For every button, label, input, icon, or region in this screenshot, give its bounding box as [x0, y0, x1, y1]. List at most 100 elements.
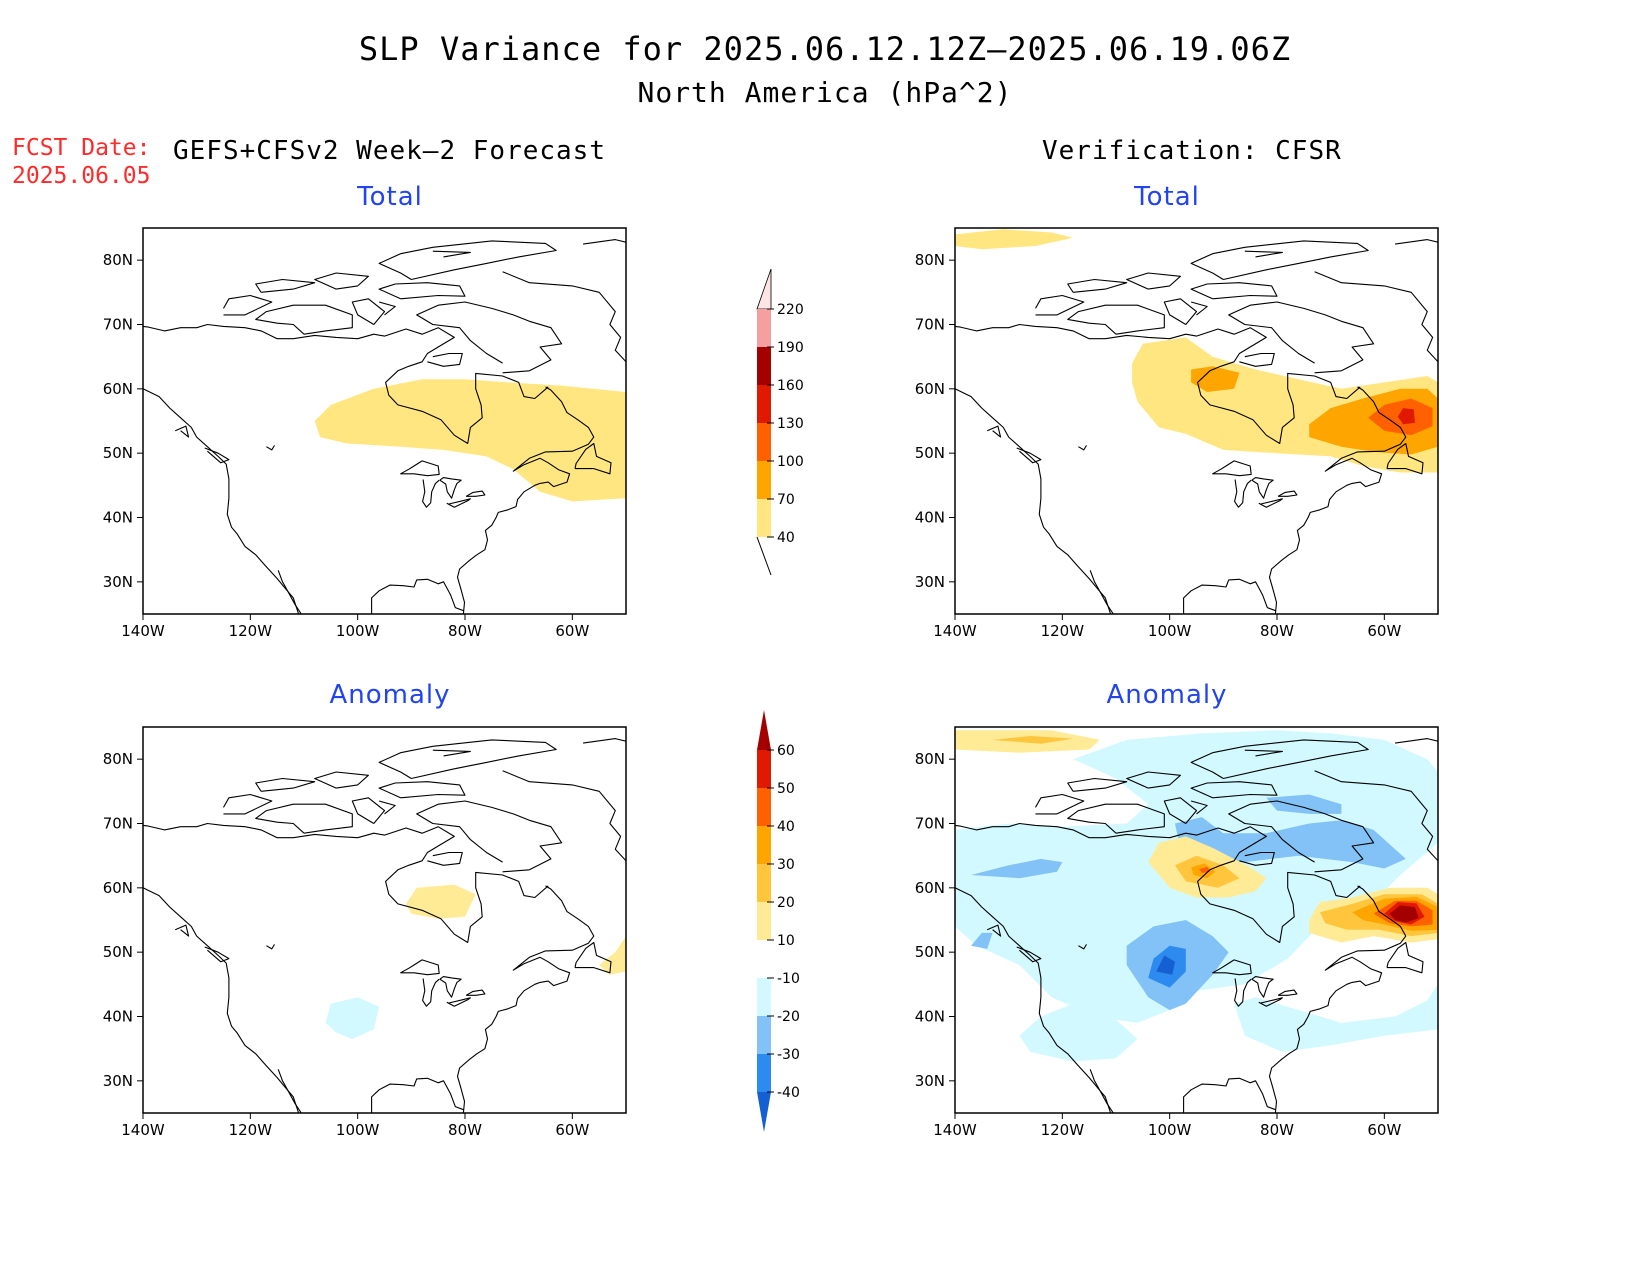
shaded-region — [1266, 794, 1342, 814]
lat-tick-label: 40N — [915, 509, 945, 527]
verification-anomaly-map: 140W 120W 100W 80W 60W 30N 40N 50N 60N 70N 80N — [915, 726, 1439, 1139]
colorbar-label: 40 — [777, 530, 795, 546]
colorbar-label: 130 — [777, 416, 804, 432]
fcst-date-value: 2025.06.05 — [12, 163, 151, 189]
lon-tick-label: 140W — [933, 622, 977, 640]
lat-tick-label: 30N — [915, 1072, 945, 1090]
colorbar-swatch — [757, 1054, 771, 1092]
coastline — [314, 771, 369, 789]
lat-tick-label: 40N — [103, 509, 133, 527]
coastline — [1035, 793, 1085, 815]
coastline — [955, 887, 1112, 1113]
forecast-header: GEFS+CFSv2 Week–2 Forecast — [173, 136, 606, 166]
coastline — [574, 941, 612, 974]
coastline — [255, 278, 316, 293]
colorbar-top-triangle — [756, 268, 772, 310]
colorbar-label: 40 — [777, 819, 795, 835]
coastline — [465, 490, 486, 497]
coastline — [427, 352, 463, 367]
coastline-layer — [143, 738, 626, 1113]
lat-tick-label: 60N — [915, 879, 945, 897]
shaded-region — [971, 932, 993, 949]
shaded-region — [1175, 817, 1406, 869]
coastline — [1251, 976, 1274, 998]
coastline — [1067, 777, 1128, 792]
coastline — [955, 822, 1361, 944]
colorbar-label: 100 — [777, 454, 804, 470]
coastline — [1190, 301, 1208, 316]
main-subtitle: North America (hPa^2) — [637, 76, 1013, 109]
map-frame — [954, 726, 1439, 1114]
lat-tick-label: 60N — [915, 380, 945, 398]
lat-tick-label: 30N — [915, 573, 945, 591]
coastline — [1078, 445, 1087, 451]
verification-header: Verification: CFSR — [1042, 136, 1342, 166]
coastline — [1395, 239, 1438, 245]
colorbar-swatch — [757, 385, 771, 423]
coastline — [583, 239, 626, 245]
coastline — [1067, 803, 1165, 834]
coastline — [439, 976, 462, 998]
colorbar-swatch — [757, 499, 771, 537]
lat-tick-label: 70N — [103, 815, 133, 833]
shaded-region — [406, 884, 476, 919]
coastline — [1212, 460, 1252, 477]
coastline — [400, 959, 440, 976]
lat-tick-label: 30N — [103, 573, 133, 591]
colorbar-swatch — [757, 1016, 771, 1054]
lon-tick-label: 60W — [1367, 622, 1401, 640]
coastline — [371, 578, 465, 614]
lon-tick-label: 120W — [229, 622, 273, 640]
coastline — [1244, 250, 1283, 258]
lat-tick-label: 40N — [915, 1008, 945, 1026]
lat-tick-label: 70N — [103, 316, 133, 334]
colorbar-label: 160 — [777, 378, 804, 394]
coastline — [314, 272, 369, 290]
lat-tick-label: 50N — [915, 444, 945, 462]
coastline — [1190, 739, 1369, 780]
shaded-region — [992, 736, 1074, 744]
coastline — [1314, 770, 1438, 862]
coastline — [378, 240, 557, 281]
coastline — [1277, 989, 1298, 996]
colorbar-label: 20 — [777, 895, 795, 911]
coastline — [204, 946, 230, 963]
forecast-anomaly-map: 140W 120W 100W 80W 60W 30N 40N 50N 60N 70N 80N — [103, 726, 627, 1139]
colorbar-swatch — [757, 940, 771, 978]
shading-layer — [955, 730, 1438, 1062]
coastline — [1035, 294, 1085, 316]
lon-tick-label: 80W — [1260, 622, 1294, 640]
coastline — [378, 800, 396, 815]
lat-tick-label: 50N — [915, 943, 945, 961]
colorbar-label: 10 — [777, 933, 795, 949]
verification-total-map: 140W 120W 100W 80W 60W 30N 40N 50N 60N 70N 80N — [915, 227, 1439, 640]
shaded-region — [1156, 955, 1175, 975]
coastline — [174, 425, 190, 438]
panel-title-verification-anomaly: Anomaly — [1106, 680, 1228, 710]
coastline — [439, 477, 462, 499]
colorbar-swatch — [757, 423, 771, 461]
coastline — [1258, 498, 1283, 508]
lat-tick-label: 30N — [103, 1072, 133, 1090]
map-frame — [142, 726, 627, 1114]
shaded-region — [955, 229, 1074, 250]
lat-tick-label: 40N — [103, 1008, 133, 1026]
coastline — [1258, 997, 1283, 1007]
lat-tick-label: 80N — [103, 750, 133, 768]
lon-tick-label: 80W — [448, 1121, 482, 1139]
coastline — [1126, 272, 1181, 290]
coastline — [266, 944, 275, 950]
lat-tick-label: 50N — [103, 444, 133, 462]
lon-tick-label: 140W — [933, 1121, 977, 1139]
coastline-layer — [955, 239, 1438, 614]
coastline — [400, 460, 440, 477]
coastline — [1078, 944, 1087, 950]
coastline — [502, 271, 626, 363]
lon-tick-label: 120W — [1041, 622, 1085, 640]
coastline — [1268, 885, 1407, 1113]
coastline — [1163, 797, 1198, 824]
colorbar-swatch — [757, 788, 771, 826]
coastline — [378, 739, 557, 780]
coastline — [1251, 477, 1274, 499]
coastline — [1067, 304, 1165, 335]
